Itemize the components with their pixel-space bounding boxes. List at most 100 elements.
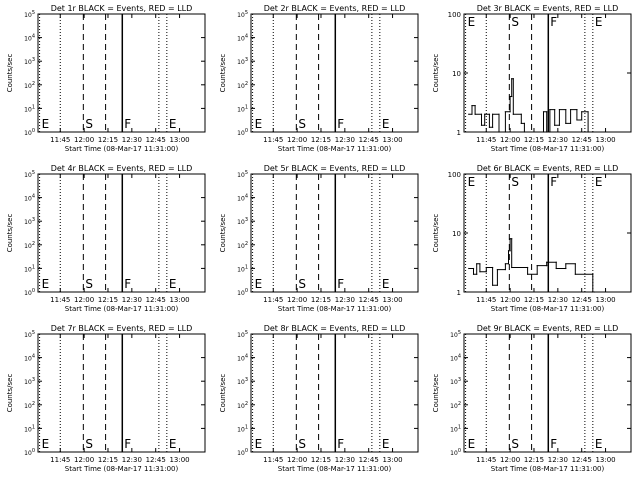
marker-label-E: E: [595, 15, 603, 29]
panel-title: Det 3r BLACK = Events, RED = LLD: [477, 4, 619, 13]
x-tick-label: 13:00: [382, 296, 402, 304]
data-point: [496, 284, 498, 286]
data-point: [536, 265, 538, 267]
marker-label-E: E: [382, 437, 390, 451]
marker-label-F: F: [124, 117, 131, 131]
data-point: [546, 111, 548, 113]
data-point: [549, 108, 551, 111]
x-tick-label: 12:00: [74, 456, 94, 464]
data-point: [527, 266, 529, 269]
y-tick-label: 100: [237, 448, 248, 457]
data-point: [558, 108, 561, 111]
x-axis-label: Start Time (08-Mar-17 11:31:00): [278, 465, 392, 473]
y-tick-label: 100: [450, 448, 461, 457]
y-axis-label: Counts/sec: [432, 54, 440, 93]
marker-label-S: S: [511, 15, 519, 29]
data-point: [581, 119, 583, 121]
marker-label-E: E: [169, 437, 177, 451]
data-point: [480, 124, 483, 126]
data-point: [496, 268, 498, 271]
data-point: [479, 271, 481, 273]
data-point: [492, 266, 494, 269]
marker-label-S: S: [85, 117, 93, 131]
x-tick-label: 12:15: [311, 296, 331, 304]
x-tick-label: 12:00: [500, 136, 520, 144]
data-point: [523, 131, 526, 133]
panel-7: Det 7r BLACK = Events, RED = LLD 100 101 10…: [6, 324, 206, 473]
data-point: [576, 119, 578, 121]
y-tick-label: 103: [24, 57, 35, 66]
plot-frame: [250, 13, 419, 133]
y-axis-label: Counts/sec: [219, 214, 227, 253]
x-tick-label: 12:45: [146, 296, 166, 304]
y-tick-label: 101: [24, 104, 35, 113]
marker-label-E: E: [382, 277, 390, 291]
x-tick-label: 12:00: [287, 456, 307, 464]
y-tick-label: 102: [237, 241, 248, 250]
x-axis-label: Start Time (08-Mar-17 11:31:00): [65, 145, 179, 153]
panel-title: Det 4r BLACK = Events, RED = LLD: [51, 164, 193, 173]
data-point: [492, 284, 494, 286]
x-tick-label: 12:30: [548, 296, 568, 304]
panel-4: Det 4r BLACK = Events, RED = LLD 100 101 10…: [6, 164, 206, 313]
panel-title: Det 6r BLACK = Events, RED = LLD: [477, 164, 619, 173]
x-tick-label: 13:00: [595, 296, 615, 304]
marker-label-S: S: [85, 437, 93, 451]
x-axis-label: Start Time (08-Mar-17 11:31:00): [65, 465, 179, 473]
panel-title: Det 9r BLACK = Events, RED = LLD: [477, 324, 619, 333]
data-point: [527, 273, 529, 275]
data-point: [592, 131, 594, 133]
series-line: [468, 78, 593, 133]
data-point: [512, 78, 514, 80]
y-tick-label: 103: [237, 57, 248, 66]
y-axis-label: Counts/sec: [6, 54, 14, 93]
x-tick-label: 12:30: [335, 456, 355, 464]
x-tick-label: 12:30: [335, 136, 355, 144]
plot-frame: [250, 333, 419, 453]
x-tick-label: 12:30: [335, 296, 355, 304]
panel-title: Det 8r BLACK = Events, RED = LLD: [264, 324, 406, 333]
y-tick-label: 102: [237, 81, 248, 90]
x-tick-label: 11:45: [476, 136, 496, 144]
y-tick-label: 103: [237, 217, 248, 226]
x-tick-label: 12:00: [500, 456, 520, 464]
y-tick-label: 103: [450, 377, 461, 386]
y-tick-label: 104: [237, 194, 248, 203]
data-point: [546, 131, 548, 133]
data-point: [569, 122, 572, 124]
data-point: [536, 273, 538, 275]
x-tick-label: 12:45: [359, 456, 379, 464]
data-point: [509, 238, 511, 240]
data-point: [471, 113, 473, 115]
data-point: [565, 267, 567, 270]
data-point: [576, 108, 578, 111]
x-tick-label: 12:15: [311, 136, 331, 144]
y-axis-label: Counts/sec: [219, 54, 227, 93]
x-tick-label: 12:00: [287, 136, 307, 144]
x-tick-label: 12:30: [548, 136, 568, 144]
marker-label-F: F: [337, 437, 344, 451]
x-tick-label: 11:45: [50, 456, 70, 464]
y-axis-label: Counts/sec: [6, 374, 14, 413]
y-tick-label: 101: [24, 264, 35, 273]
data-point: [504, 131, 506, 133]
data-point: [471, 105, 473, 107]
x-tick-label: 11:45: [50, 136, 70, 144]
x-tick-label: 11:45: [263, 296, 283, 304]
plot-frame: [463, 333, 632, 453]
series-line: [468, 238, 595, 293]
marker-label-E: E: [595, 175, 603, 189]
y-tick-label: 100: [24, 128, 35, 137]
y-axis-label: Counts/sec: [219, 374, 227, 413]
y-tick-label: 1: [457, 129, 461, 137]
marker-label-E: E: [468, 175, 476, 189]
x-tick-label: 11:45: [476, 456, 496, 464]
data-point: [476, 273, 478, 275]
y-tick-label: 102: [24, 81, 35, 90]
x-tick-label: 12:45: [572, 296, 592, 304]
data-point: [592, 273, 594, 275]
y-tick-label: 105: [24, 170, 35, 179]
x-axis-label: Start Time (08-Mar-17 11:31:00): [491, 305, 605, 313]
panel-title: Det 7r BLACK = Events, RED = LLD: [51, 324, 193, 333]
panel-2: Det 2r BLACK = Events, RED = LLD 100 101 10…: [219, 4, 419, 153]
